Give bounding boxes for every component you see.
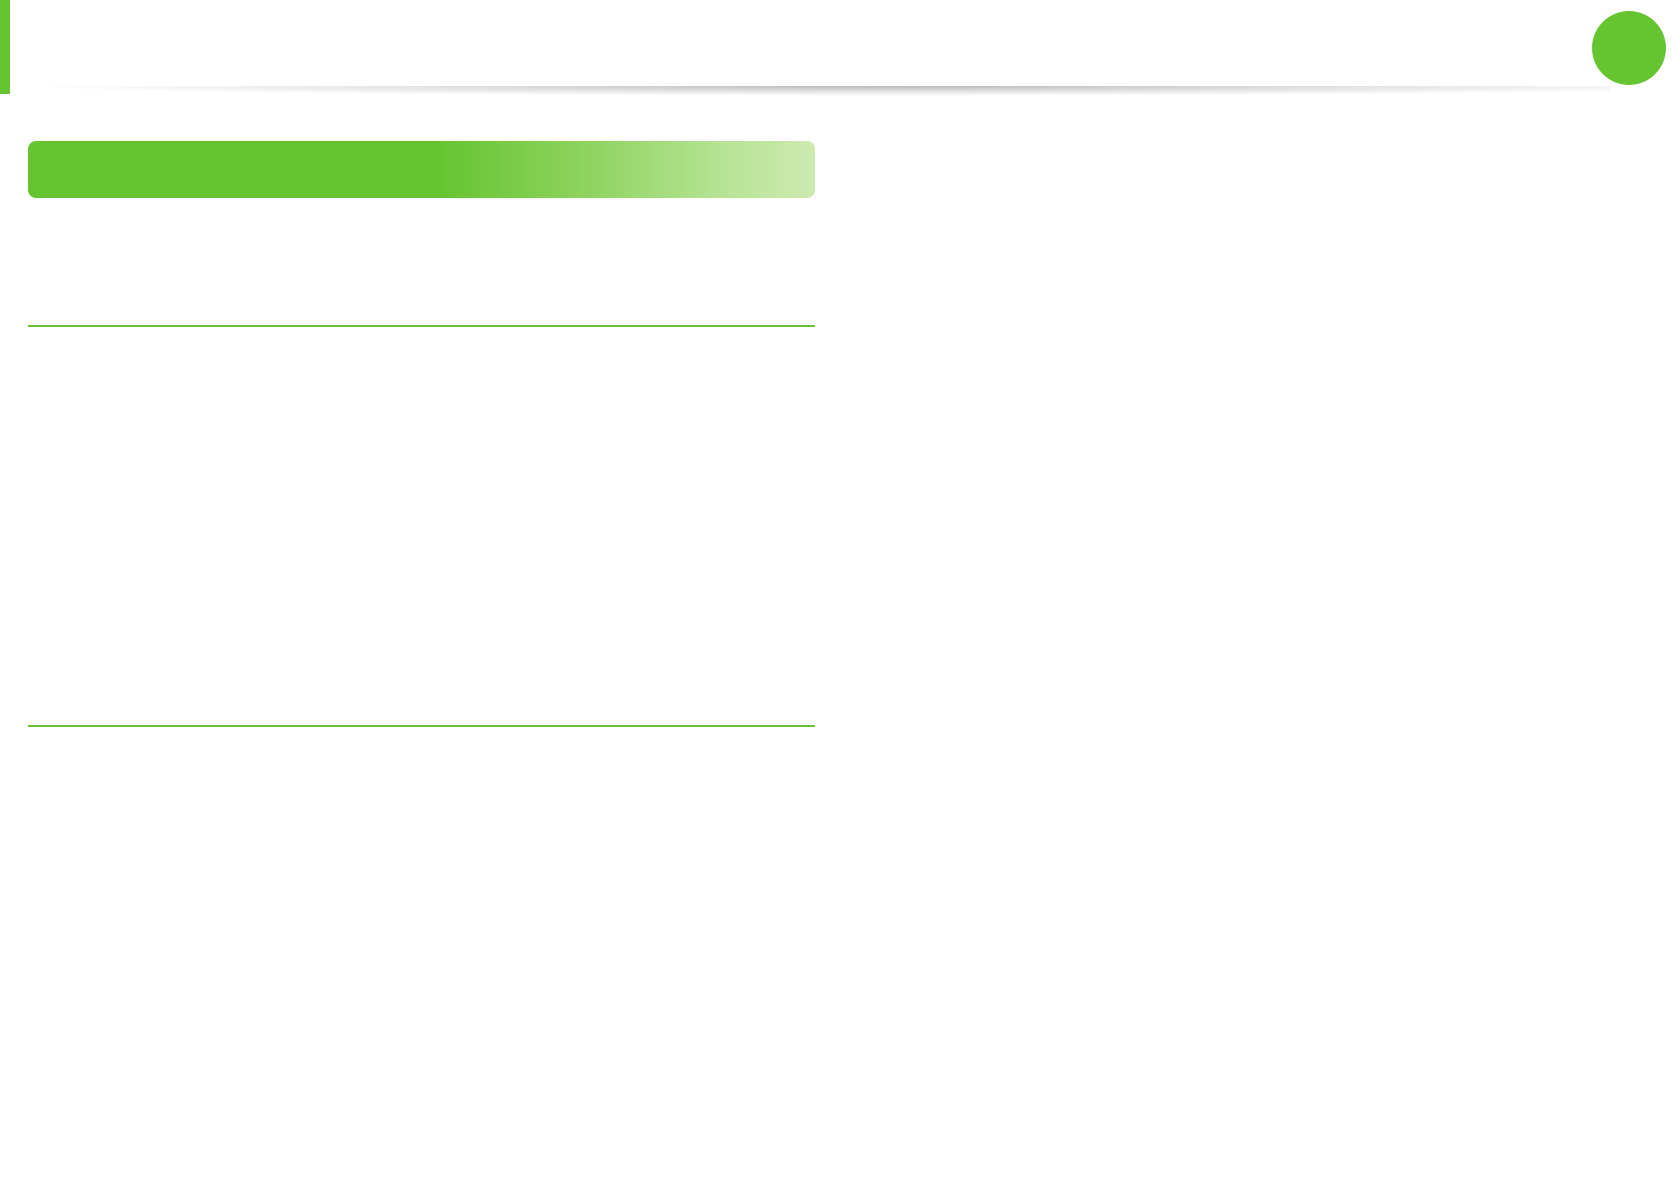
section-heading-banner xyxy=(28,141,815,198)
section-divider xyxy=(28,325,815,327)
left-accent-bar xyxy=(0,0,10,94)
header-shadow-divider xyxy=(10,86,1610,96)
page-indicator-circle-icon xyxy=(1592,11,1666,85)
section-divider xyxy=(28,725,815,727)
